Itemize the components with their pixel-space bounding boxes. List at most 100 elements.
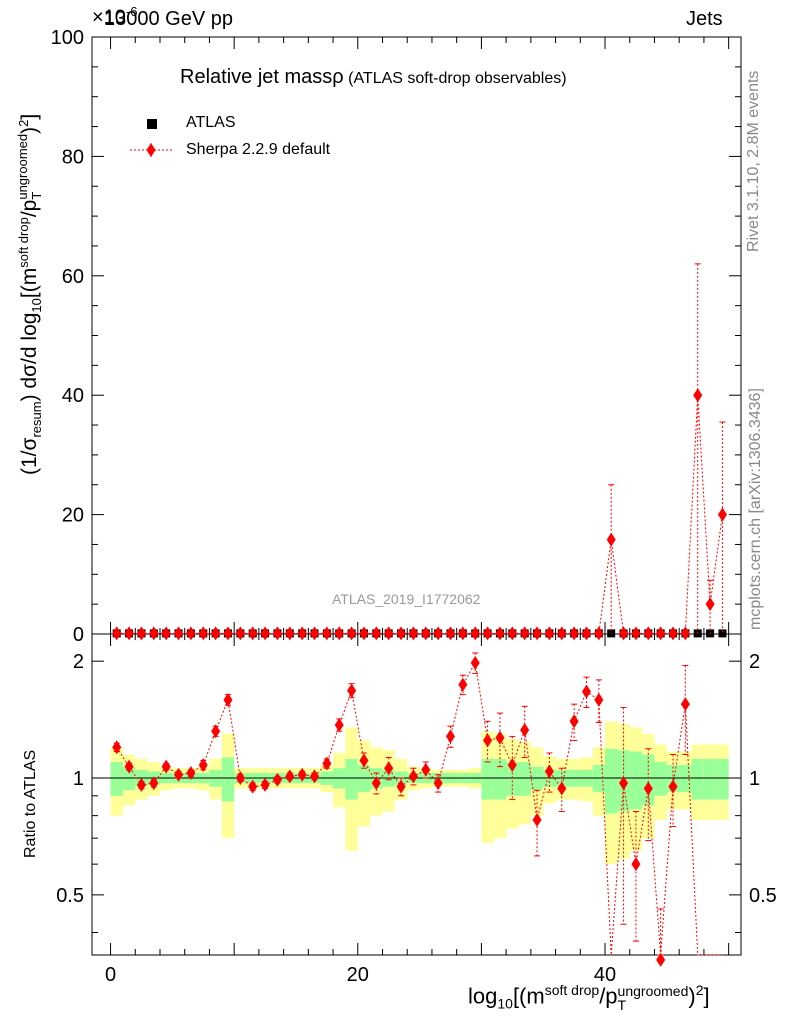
sherpa-ratio-marker xyxy=(619,776,629,791)
sherpa-ratio-marker xyxy=(223,692,233,707)
sherpa-marker xyxy=(384,626,394,641)
sherpa-ratio-marker xyxy=(631,857,641,872)
sherpa-marker xyxy=(297,626,307,641)
sherpa-marker xyxy=(223,626,233,641)
sherpa-marker xyxy=(631,626,641,641)
y-tick-label-main: 80 xyxy=(62,146,84,168)
y-tick-label-main: 60 xyxy=(62,266,84,288)
ratio-band-inner xyxy=(654,761,667,796)
y-tick-label-main: 0 xyxy=(73,624,84,646)
sherpa-ratio-marker xyxy=(198,758,208,773)
sherpa-marker xyxy=(606,532,616,547)
sherpa-ratio-marker xyxy=(507,758,517,773)
plot-title: Relative jet massρ (ATLAS soft-drop obse… xyxy=(180,66,567,89)
ratio-band-inner xyxy=(221,757,235,802)
sherpa-marker xyxy=(594,626,604,641)
sherpa-ratio-marker xyxy=(260,777,270,792)
sherpa-ratio-marker xyxy=(495,730,505,745)
sherpa-ratio-marker xyxy=(520,722,530,737)
sherpa-marker xyxy=(124,626,134,641)
y-tick-label-ratio-right: 2 xyxy=(749,651,760,673)
sherpa-marker xyxy=(557,626,567,641)
sherpa-ratio-marker xyxy=(544,764,554,779)
sherpa-ratio-marker xyxy=(643,781,653,796)
legend-atlas-label: ATLAS xyxy=(186,114,236,131)
y-tick-label-ratio-left: 0.5 xyxy=(56,885,84,907)
sherpa-marker xyxy=(520,626,530,641)
y-exponent: ×10-6 xyxy=(92,4,138,29)
sherpa-marker xyxy=(371,626,381,641)
plot-title-main: Relative jet massρ xyxy=(180,66,344,88)
sherpa-marker xyxy=(693,388,703,403)
sherpa-marker xyxy=(347,626,357,641)
sherpa-ratio-marker xyxy=(272,772,282,787)
sherpa-ratio-marker xyxy=(371,776,381,791)
sherpa-marker xyxy=(544,626,554,641)
ratio-band-inner xyxy=(592,765,606,793)
sherpa-marker xyxy=(717,507,727,522)
x-tick-label: 40 xyxy=(594,964,616,986)
y-axis-label-main: (1/σresum) dσ/d log10[(msoft drop/p ungro… xyxy=(15,113,45,475)
sherpa-ratio-marker xyxy=(334,717,344,732)
sherpa-ratio-marker xyxy=(174,767,184,782)
sherpa-ratio-marker xyxy=(433,776,443,791)
y-tick-label-ratio-right: 0.5 xyxy=(749,885,777,907)
sherpa-marker xyxy=(174,626,184,641)
legend-sherpa-marker xyxy=(146,143,156,157)
sherpa-marker xyxy=(458,626,468,641)
sherpa-marker xyxy=(112,626,122,641)
sherpa-ratio-marker xyxy=(136,777,146,792)
sherpa-ratio-marker xyxy=(680,697,690,712)
sherpa-ratio-marker xyxy=(161,759,171,774)
sherpa-ratio-marker xyxy=(384,761,394,776)
sherpa-marker xyxy=(235,626,245,641)
sherpa-ratio-marker xyxy=(408,769,418,784)
sherpa-marker xyxy=(656,626,666,641)
sherpa-ratio-marker xyxy=(285,769,295,784)
sherpa-marker xyxy=(149,626,159,641)
sherpa-ratio-marker xyxy=(458,677,468,692)
atlas-data-point xyxy=(718,629,727,638)
mcplots-label: mcplots.cern.ch [arXiv:1306.3436] xyxy=(747,388,764,630)
sherpa-marker xyxy=(272,626,282,641)
sherpa-ratio-marker xyxy=(470,655,480,670)
sherpa-marker xyxy=(445,626,455,641)
y-tick-label-main: 100 xyxy=(51,27,84,49)
ratio-band-inner xyxy=(518,761,531,796)
sherpa-ratio-marker xyxy=(569,714,579,729)
sherpa-ratio-marker xyxy=(359,753,369,768)
ratio-band-inner xyxy=(493,758,507,800)
sherpa-marker xyxy=(396,626,406,641)
ratio-band-inner xyxy=(716,758,729,800)
x-tick-label: 0 xyxy=(105,964,116,986)
sherpa-ratio-marker xyxy=(656,952,666,967)
y-tick-label-ratio-left: 2 xyxy=(73,651,84,673)
sherpa-ratio-marker xyxy=(211,724,221,739)
sherpa-marker xyxy=(248,626,258,641)
ratio-band-inner xyxy=(691,758,704,800)
sherpa-marker xyxy=(668,626,678,641)
sherpa-ratio-marker xyxy=(421,762,431,777)
y-tick-label-main: 40 xyxy=(62,385,84,407)
sherpa-ratio-marker xyxy=(149,776,159,791)
sherpa-marker xyxy=(310,626,320,641)
sherpa-marker xyxy=(359,626,369,641)
sherpa-ratio-marker xyxy=(297,767,307,782)
ratio-band-inner xyxy=(110,761,123,796)
sherpa-ratio-marker xyxy=(347,683,357,698)
y-tick-label-main: 20 xyxy=(62,505,84,527)
sherpa-ratio-marker xyxy=(445,729,455,744)
sherpa-marker xyxy=(532,626,542,641)
sherpa-marker xyxy=(705,597,715,612)
plot-title-sub: (ATLAS soft-drop observables) xyxy=(348,70,567,87)
sherpa-marker xyxy=(619,626,629,641)
sherpa-marker xyxy=(507,626,517,641)
sherpa-marker xyxy=(322,626,332,641)
sherpa-ratio-marker xyxy=(186,766,196,781)
process-label: Jets xyxy=(686,8,723,30)
legend-atlas-marker xyxy=(147,119,157,129)
ratio-band-inner xyxy=(357,765,371,793)
sherpa-marker xyxy=(643,626,653,641)
sherpa-ratio-marker xyxy=(112,740,122,755)
sherpa-ratio-marker xyxy=(322,756,332,771)
